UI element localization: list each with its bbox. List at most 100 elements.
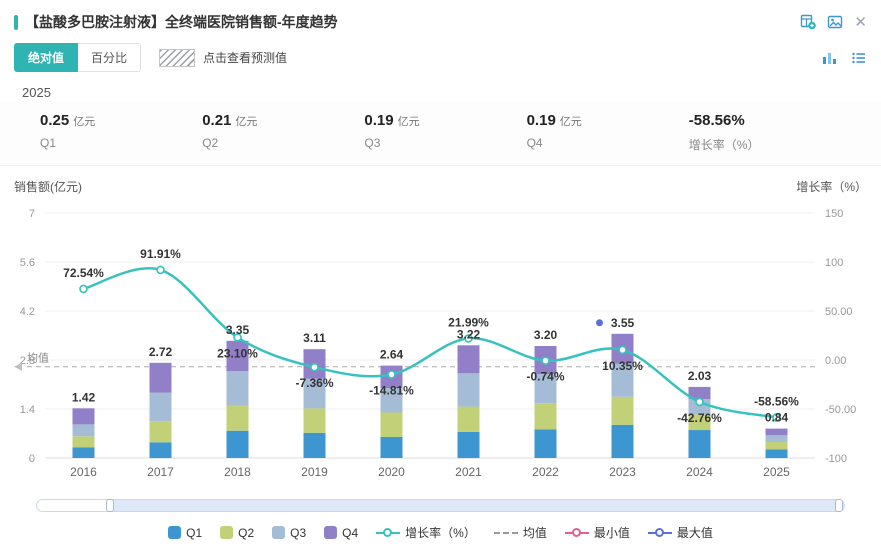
stat-q4-unit: 亿元: [559, 116, 582, 128]
close-icon[interactable]: ✕: [854, 13, 867, 31]
svg-text:2018: 2018: [224, 465, 251, 479]
legend: Q1 Q2 Q3 Q4 增长率（%） 均值 最小值 最大值: [0, 524, 881, 541]
svg-text:2.03: 2.03: [688, 369, 712, 383]
trend-chart[interactable]: 7 150 5.6 100 4.2 50.00 2.8 0.00 1.4 -50.00 0 -100 均…: [0, 195, 881, 497]
svg-text:21.99%: 21.99%: [448, 315, 489, 329]
svg-text:3.20: 3.20: [534, 328, 558, 342]
svg-text:0.00: 0.00: [825, 355, 846, 367]
svg-text:-14.81%: -14.81%: [369, 384, 414, 398]
bar-chart-icon[interactable]: [821, 50, 838, 66]
svg-text:均值: 均值: [27, 352, 49, 365]
controls-bar: 绝对值 百分比 点击查看预测值: [0, 38, 881, 76]
svg-text:-100: -100: [825, 453, 847, 465]
svg-text:3.11: 3.11: [303, 331, 326, 345]
percentage-tab[interactable]: 百分比: [78, 43, 142, 72]
stat-q1-unit: 亿元: [73, 116, 96, 128]
svg-text:7: 7: [29, 208, 35, 220]
left-axis-title: 销售额(亿元): [14, 180, 82, 194]
legend-item-q3[interactable]: Q3: [272, 526, 306, 540]
svg-text:2016: 2016: [70, 465, 97, 479]
stat-q3-value: 0.19: [364, 112, 394, 129]
list-icon[interactable]: [851, 50, 867, 66]
data-zoom-slider[interactable]: [36, 499, 845, 512]
forecast-hint-label[interactable]: 点击查看预测值: [203, 51, 288, 65]
export-image-icon[interactable]: [827, 14, 843, 30]
stat-q3-unit: 亿元: [397, 116, 420, 128]
svg-text:2.72: 2.72: [149, 345, 173, 359]
legend-item-q2[interactable]: Q2: [220, 526, 254, 540]
svg-text:2.64: 2.64: [380, 348, 404, 362]
legend-growth-label: 增长率（%）: [405, 526, 476, 540]
svg-text:-7.36%: -7.36%: [295, 376, 333, 390]
svg-text:2019: 2019: [301, 465, 328, 479]
legend-mean-dash-swatch: [493, 531, 518, 534]
svg-text:2024: 2024: [686, 465, 713, 479]
quarter-stats: 0.25 亿元 Q1 0.21 亿元 Q2 0.19 亿元 Q3 0.19 亿元 Q4 …: [0, 102, 881, 166]
legend-item-max[interactable]: 最大值: [647, 524, 713, 541]
svg-text:3.35: 3.35: [226, 323, 250, 337]
svg-text:2022: 2022: [532, 465, 559, 479]
stat-growth: -58.56% 增长率（%）: [689, 112, 851, 153]
svg-text:72.54%: 72.54%: [63, 266, 104, 280]
svg-text:-58.56%: -58.56%: [754, 394, 799, 408]
stat-q3-label: Q3: [364, 136, 381, 150]
svg-text:2025: 2025: [763, 465, 790, 479]
legend-growth-line-swatch: [376, 527, 401, 538]
stat-q1-label: Q1: [40, 136, 57, 150]
export-table-icon[interactable]: [800, 14, 817, 30]
stat-q1: 0.25 亿元 Q1: [40, 112, 202, 153]
year-label: 2025: [22, 85, 51, 100]
svg-text:10.35%: 10.35%: [602, 359, 643, 373]
right-axis-title: 增长率（%）: [796, 180, 867, 194]
svg-text:-50.00: -50.00: [825, 404, 856, 416]
legend-q1-label: Q1: [186, 525, 203, 540]
data-zoom-selected-range[interactable]: [109, 500, 844, 511]
svg-text:2023: 2023: [609, 465, 636, 479]
stat-q1-value: 0.25: [40, 112, 70, 129]
stat-growth-label: 增长率（%）: [688, 138, 760, 152]
svg-text:0: 0: [29, 453, 35, 465]
legend-max-label: 最大值: [676, 526, 713, 540]
legend-q4-label: Q4: [342, 525, 359, 540]
legend-item-q4[interactable]: Q4: [324, 526, 358, 540]
svg-text:5.6: 5.6: [20, 257, 35, 269]
legend-q3-label: Q3: [290, 525, 307, 540]
legend-min-swatch: [564, 527, 589, 538]
legend-q3-swatch: [272, 526, 286, 539]
svg-text:50.00: 50.00: [825, 306, 853, 318]
legend-q2-label: Q2: [238, 525, 255, 540]
legend-q1-swatch: [168, 526, 182, 539]
axis-titles: 销售额(亿元) 增长率（%）: [0, 166, 881, 195]
forecast-hatch-swatch[interactable]: [159, 48, 196, 67]
legend-item-min[interactable]: 最小值: [564, 524, 630, 541]
title-accent-bar: [14, 14, 18, 30]
legend-q2-swatch: [220, 526, 234, 539]
svg-text:1.4: 1.4: [20, 404, 35, 416]
legend-item-growth[interactable]: 增长率（%）: [376, 524, 476, 541]
svg-text:4.2: 4.2: [20, 306, 35, 318]
svg-text:2.8: 2.8: [20, 355, 35, 367]
svg-text:100: 100: [825, 257, 843, 269]
stat-growth-value: -58.56%: [688, 112, 745, 129]
legend-min-label: 最小值: [593, 526, 630, 540]
legend-item-q1[interactable]: Q1: [168, 526, 202, 540]
absolute-value-tab[interactable]: 绝对值: [14, 43, 79, 72]
titlebar: 【盐酸多巴胺注射液】全终端医院销售额-年度趋势 ✕: [0, 0, 881, 38]
svg-text:91.91%: 91.91%: [140, 247, 181, 261]
stat-q4: 0.19 亿元 Q4: [527, 112, 689, 153]
data-zoom-left-handle[interactable]: [105, 499, 114, 512]
svg-text:2017: 2017: [147, 465, 174, 479]
stat-q4-label: Q4: [526, 136, 543, 150]
legend-q4-swatch: [324, 526, 338, 539]
svg-text:1.42: 1.42: [72, 390, 96, 404]
svg-text:3.22: 3.22: [457, 327, 481, 341]
stat-q2-unit: 亿元: [235, 116, 258, 128]
data-zoom-right-handle[interactable]: [835, 499, 843, 512]
svg-text:23.10%: 23.10%: [217, 346, 258, 360]
svg-text:-42.76%: -42.76%: [677, 411, 722, 425]
legend-item-mean[interactable]: 均值: [493, 524, 547, 541]
stat-q2-value: 0.21: [202, 112, 232, 129]
stat-q4-value: 0.19: [526, 112, 556, 129]
stat-q2-label: Q2: [202, 136, 219, 150]
stat-q2: 0.21 亿元 Q2: [202, 112, 364, 153]
